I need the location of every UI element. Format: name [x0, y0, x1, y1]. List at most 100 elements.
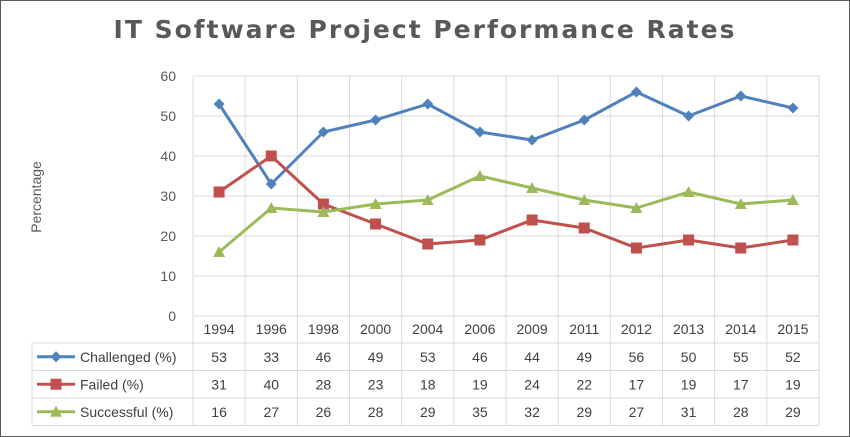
- table-cell: 53: [420, 349, 436, 365]
- table-cell: 55: [733, 349, 749, 365]
- data-point: [370, 218, 382, 230]
- data-point: [630, 86, 642, 98]
- data-point: [317, 198, 329, 210]
- data-point: [787, 102, 799, 114]
- data-point: [735, 90, 747, 102]
- data-point: [787, 234, 799, 246]
- table-cell: 50: [681, 349, 697, 365]
- table-cell: 19: [681, 376, 697, 392]
- table-cell: 29: [576, 404, 592, 420]
- table-cell: 26: [316, 404, 332, 420]
- x-tick-label: 2013: [673, 321, 704, 337]
- data-point: [317, 206, 330, 217]
- x-tick-label: 2014: [725, 321, 756, 337]
- table-cell: 19: [472, 376, 488, 392]
- x-tick-label: 1994: [204, 321, 235, 337]
- data-point: [317, 126, 329, 138]
- data-point: [734, 198, 747, 209]
- data-point: [630, 242, 642, 254]
- table-cell: 18: [420, 376, 436, 392]
- y-tick-label: 40: [160, 148, 176, 164]
- data-table: 1994 1996 1998 2000 2004 2006 2009 2011 2012 2013…: [31, 315, 819, 426]
- data-point: [578, 114, 590, 126]
- table-cell: 56: [629, 349, 645, 365]
- legend-entry: Failed (%): [80, 376, 144, 392]
- table-cell: 52: [785, 349, 801, 365]
- data-point: [213, 98, 225, 110]
- y-axis-ticks: 0 10 20 30 40 50 60: [160, 68, 176, 324]
- data-point: [474, 234, 486, 246]
- data-point: [473, 170, 486, 181]
- x-tick-label: 2015: [777, 321, 808, 337]
- data-point: [265, 202, 278, 213]
- legend-key-marker: [50, 405, 62, 417]
- table-cell: 17: [629, 376, 645, 392]
- x-tick-label: 2004: [412, 321, 443, 337]
- x-tick-label: 2011: [569, 321, 599, 337]
- data-point: [735, 242, 747, 254]
- data-point: [370, 114, 382, 126]
- data-point: [526, 214, 538, 226]
- table-cell: 28: [733, 404, 749, 420]
- data-point: [526, 182, 539, 193]
- table-cell: 28: [368, 404, 384, 420]
- x-tick-label: 1998: [308, 321, 339, 337]
- table-cell: 32: [524, 404, 540, 420]
- y-tick-label: 20: [160, 228, 176, 244]
- table-cell: 53: [211, 349, 227, 365]
- table-cell: 19: [785, 376, 801, 392]
- table-cell: 29: [420, 404, 436, 420]
- data-point: [422, 238, 434, 250]
- legend-key-marker: [50, 351, 62, 363]
- series-line: [217, 90, 794, 186]
- legend-entry: Challenged (%): [80, 349, 177, 365]
- y-tick-label: 10: [160, 268, 176, 284]
- table-cell: 46: [316, 349, 332, 365]
- table-cell: 24: [524, 376, 540, 392]
- data-point: [474, 126, 486, 138]
- x-tick-label: 2006: [464, 321, 495, 337]
- y-tick-label: 0: [168, 308, 176, 324]
- data-point: [369, 198, 382, 209]
- table-cell: 27: [629, 404, 645, 420]
- data-point: [786, 194, 799, 205]
- series-line: [218, 174, 794, 254]
- table-cell: 31: [681, 404, 697, 420]
- table-cell: 23: [368, 376, 384, 392]
- table-cell: 49: [576, 349, 592, 365]
- gridlines: [192, 75, 820, 426]
- table-cell: 29: [785, 404, 801, 420]
- data-point: [683, 234, 695, 246]
- y-tick-label: 30: [160, 188, 176, 204]
- series-line: [218, 154, 794, 250]
- data-point: [630, 202, 643, 213]
- table-cell: 49: [368, 349, 384, 365]
- data-point: [265, 150, 277, 162]
- data-point: [578, 194, 591, 205]
- series-lines: [213, 86, 799, 257]
- table-cell: 16: [211, 404, 227, 420]
- data-point: [421, 194, 434, 205]
- table-cell: 22: [576, 376, 592, 392]
- table-cell: 44: [524, 349, 540, 365]
- table-cell: 35: [472, 404, 488, 420]
- table-cell: 40: [263, 376, 279, 392]
- data-point: [683, 110, 695, 122]
- table-cell: 33: [263, 349, 279, 365]
- x-tick-label: 2000: [360, 321, 391, 337]
- table-cell: 28: [316, 376, 332, 392]
- y-tick-label: 50: [160, 108, 176, 124]
- legend-key-marker: [50, 378, 62, 390]
- table-cell: 46: [472, 349, 488, 365]
- legend-entry: Successful (%): [80, 404, 173, 420]
- x-tick-label: 2009: [517, 321, 548, 337]
- chart-title: IT Software Project Performance Rates: [113, 15, 737, 44]
- table-cell: 31: [211, 376, 227, 392]
- data-point: [213, 246, 226, 257]
- data-point: [422, 98, 434, 110]
- x-tick-label: 1996: [256, 321, 287, 337]
- table-cell: 27: [263, 404, 279, 420]
- y-tick-label: 60: [160, 68, 176, 84]
- data-point: [526, 134, 538, 146]
